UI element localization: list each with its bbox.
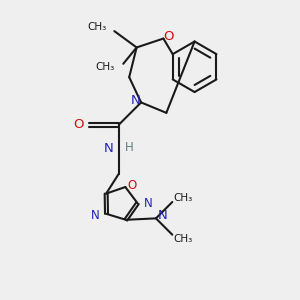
Text: N: N: [91, 209, 100, 222]
Text: N: N: [158, 209, 167, 223]
Text: CH₃: CH₃: [174, 234, 193, 244]
Text: CH₃: CH₃: [174, 193, 193, 202]
Text: N: N: [131, 94, 141, 107]
Text: CH₃: CH₃: [88, 22, 107, 32]
Text: O: O: [164, 30, 174, 43]
Text: CH₃: CH₃: [96, 62, 115, 72]
Text: O: O: [73, 118, 84, 131]
Text: O: O: [127, 179, 136, 192]
Text: N: N: [104, 142, 113, 155]
Text: H: H: [125, 141, 134, 154]
Text: N: N: [144, 197, 153, 210]
